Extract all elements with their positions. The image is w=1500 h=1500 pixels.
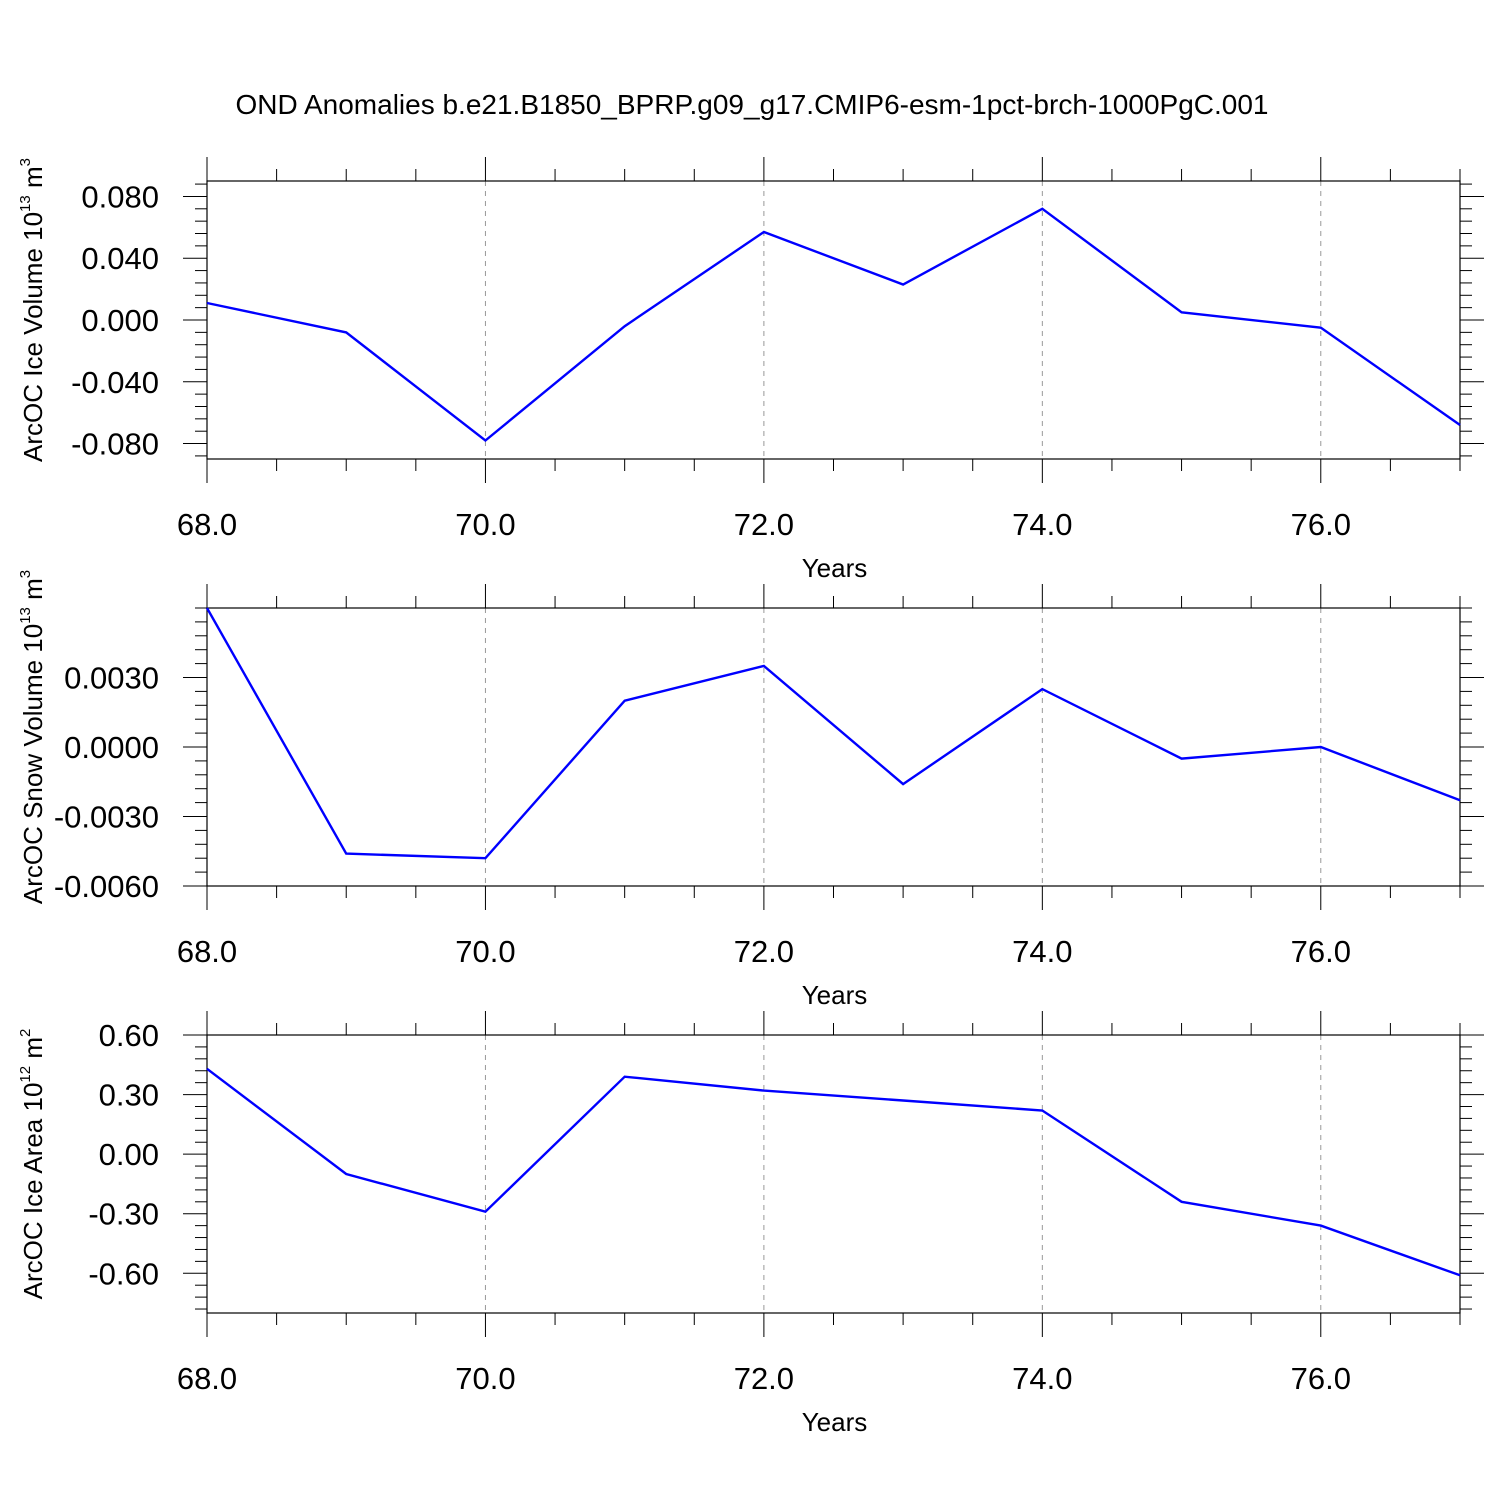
y-tick-label: 0.60 bbox=[99, 1018, 159, 1053]
y-axis-label-exponent: 3 bbox=[17, 158, 34, 166]
y-tick-label: 0.000 bbox=[81, 303, 159, 338]
chart-panel-3: 68.0 70.0 72.0 74.0 76.0 0.60 0.30 0.00 -0.30 -0.… bbox=[17, 1011, 1484, 1437]
x-tick-label: 76.0 bbox=[1291, 934, 1351, 969]
x-tick-label: 74.0 bbox=[1012, 1361, 1072, 1396]
x-axis-label: Years bbox=[802, 980, 868, 1010]
y-axis-label-exponent: 3 bbox=[17, 570, 34, 578]
x-tick-label: 68.0 bbox=[177, 1361, 237, 1396]
y-tick-label: 0.0000 bbox=[64, 730, 159, 765]
x-tick-label: 68.0 bbox=[177, 507, 237, 542]
y-axis-label-text: ArcOC Ice Volume 10 bbox=[18, 212, 48, 462]
y-axis-label-exponent: 12 bbox=[17, 1066, 34, 1083]
y-axis-label: ArcOC Ice Area 1012 m2 bbox=[17, 1029, 48, 1300]
x-tick-label: 70.0 bbox=[455, 1361, 515, 1396]
x-tick-label: 72.0 bbox=[734, 507, 794, 542]
figure-title: OND Anomalies b.e21.B1850_BPRP.g09_g17.C… bbox=[236, 89, 1269, 120]
data-series-line bbox=[206, 1067, 1461, 1277]
y-tick-label: 0.0030 bbox=[64, 661, 159, 696]
y-tick-label: -0.60 bbox=[88, 1256, 159, 1291]
plot-frame bbox=[206, 180, 1461, 460]
y-axis-label: ArcOC Snow Volume 1013 m3 bbox=[17, 570, 48, 904]
y-axis-label-text: m bbox=[18, 578, 48, 607]
y-tick-label: 0.30 bbox=[99, 1078, 159, 1113]
x-tick-label: 76.0 bbox=[1291, 507, 1351, 542]
chart-panel-2: 68.0 70.0 72.0 74.0 76.0 0.0030 0.0000 -0.0030 -… bbox=[17, 570, 1484, 1010]
x-tick-label: 68.0 bbox=[177, 934, 237, 969]
y-axis-label-exponent: 2 bbox=[17, 1029, 34, 1037]
panels: 68.0 70.0 72.0 74.0 76.0 0.080 0.040 0.000 -0.04… bbox=[17, 157, 1484, 1437]
y-axis-label: ArcOC Ice Volume 1013 m3 bbox=[17, 158, 48, 462]
x-axis-label: Years bbox=[802, 553, 868, 583]
x-tick-label: 70.0 bbox=[455, 934, 515, 969]
y-tick-label: -0.0060 bbox=[54, 869, 159, 904]
x-tick-label: 76.0 bbox=[1291, 1361, 1351, 1396]
y-axis-label-text: ArcOC Snow Volume 10 bbox=[18, 624, 48, 904]
x-tick-label: 72.0 bbox=[734, 1361, 794, 1396]
x-tick-label: 74.0 bbox=[1012, 934, 1072, 969]
x-tick-label: 70.0 bbox=[455, 507, 515, 542]
plot-frame bbox=[206, 607, 1461, 887]
y-tick-label: -0.0030 bbox=[54, 800, 159, 835]
y-axis-label-text: m bbox=[18, 1037, 48, 1066]
y-tick-label: 0.040 bbox=[81, 241, 159, 276]
y-axis-label-exponent: 13 bbox=[17, 607, 34, 624]
plot-frame bbox=[206, 1034, 1461, 1314]
y-tick-label: -0.080 bbox=[71, 427, 159, 462]
x-axis-label: Years bbox=[802, 1407, 868, 1437]
data-series-line bbox=[205, 607, 1461, 860]
y-tick-label: 0.00 bbox=[99, 1137, 159, 1172]
y-axis-label-exponent: 13 bbox=[17, 195, 34, 212]
y-axis-label-text: m bbox=[18, 166, 48, 195]
x-tick-label: 72.0 bbox=[734, 934, 794, 969]
x-tick-label: 74.0 bbox=[1012, 507, 1072, 542]
chart-panel-1: 68.0 70.0 72.0 74.0 76.0 0.080 0.040 0.000 -0.04… bbox=[17, 157, 1484, 583]
y-axis-label-text: ArcOC Ice Area 10 bbox=[18, 1083, 48, 1300]
data-series-line bbox=[206, 207, 1461, 443]
y-tick-label: 0.080 bbox=[81, 179, 159, 214]
y-tick-label: -0.30 bbox=[88, 1197, 159, 1232]
y-tick-label: -0.040 bbox=[71, 365, 159, 400]
